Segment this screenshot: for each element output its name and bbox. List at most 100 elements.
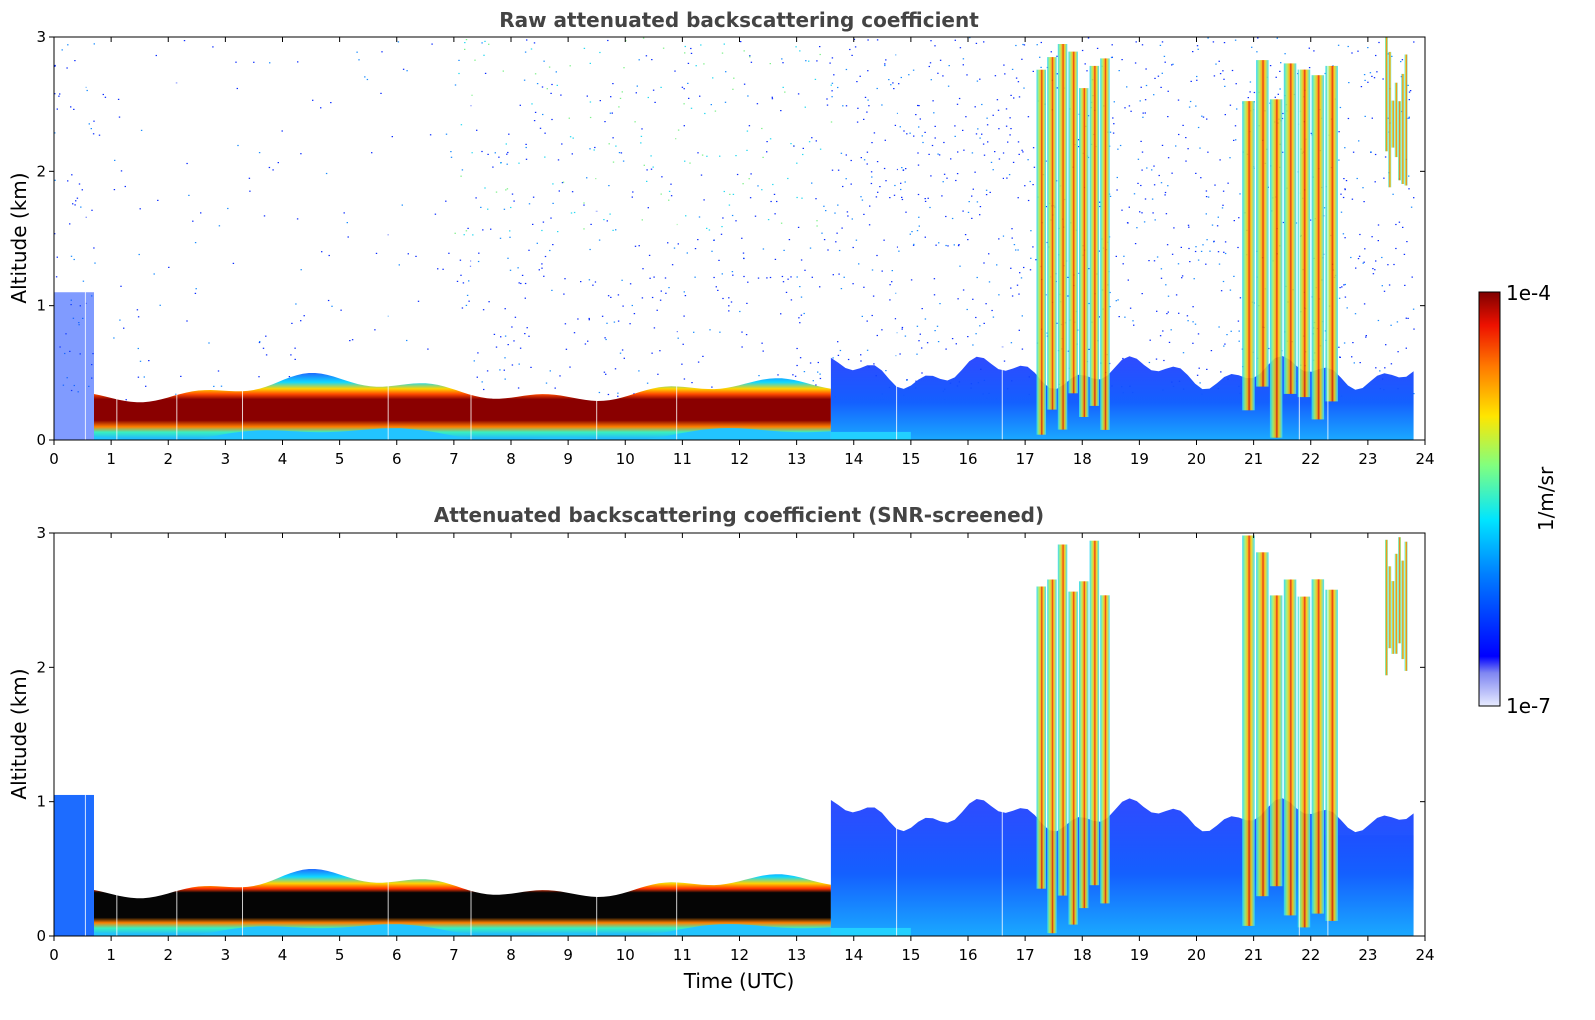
noise-dot: [543, 60, 545, 62]
x-tick-label: 17: [1016, 450, 1035, 468]
noise-dot: [1021, 58, 1023, 60]
noise-dot: [653, 276, 655, 278]
x-tick-label: 18: [1073, 946, 1092, 964]
noise-dot: [1164, 194, 1166, 196]
noise-dot: [524, 333, 526, 335]
noise-dot: [506, 188, 509, 190]
noise-dot: [906, 379, 908, 381]
noise-dot: [55, 276, 58, 278]
x-tick-label: 14: [844, 946, 863, 964]
noise-dot: [871, 269, 874, 271]
noise-dot: [819, 373, 821, 375]
noise-dot: [175, 393, 177, 395]
noise-dot: [402, 68, 405, 70]
noise-dot: [277, 162, 279, 164]
noise-dot: [598, 239, 601, 241]
noise-dot: [588, 279, 591, 281]
noise-dot: [1133, 193, 1136, 195]
noise-dot: [1413, 328, 1415, 330]
noise-dot: [194, 292, 197, 294]
cloud-streak: [1036, 586, 1046, 889]
noise-dot: [346, 222, 348, 224]
noise-dot: [915, 380, 917, 382]
panel-raw: Raw attenuated backscattering coefficien…: [7, 8, 1435, 468]
noise-dot: [1003, 360, 1006, 362]
noise-dot: [562, 181, 565, 183]
noise-dot: [1227, 182, 1229, 184]
noise-dot: [1221, 207, 1224, 209]
noise-dot: [945, 244, 947, 247]
noise-dot: [1116, 176, 1118, 179]
noise-dot: [975, 316, 977, 319]
noise-dot: [873, 363, 875, 365]
noise-dot: [799, 322, 801, 324]
noise-dot: [918, 126, 920, 128]
noise-dot: [1354, 313, 1357, 315]
noise-dot: [483, 54, 485, 56]
noise-dot: [703, 199, 705, 201]
x-tick-label: 20: [1187, 946, 1206, 964]
noise-dot: [1371, 236, 1373, 238]
noise-dot: [1021, 348, 1024, 350]
noise-dot: [691, 382, 693, 384]
noise-dot: [1375, 54, 1377, 57]
noise-dot: [531, 103, 533, 105]
noise-dot: [59, 93, 61, 95]
noise-dot: [816, 225, 818, 227]
noise-dot: [461, 169, 464, 171]
noise-dot: [136, 309, 139, 311]
noise-dot: [740, 41, 742, 43]
noise-dot: [967, 239, 969, 241]
noise-dot: [445, 133, 448, 135]
noise-dot: [213, 385, 215, 387]
noise-dot: [641, 128, 643, 130]
noise-dot: [1378, 41, 1380, 44]
noise-dot: [1365, 335, 1367, 337]
noise-dot: [892, 82, 894, 84]
noise-dot: [958, 244, 960, 246]
noise-dot: [1154, 219, 1156, 221]
noise-dot: [1196, 45, 1199, 47]
noise-dot: [1207, 151, 1209, 153]
noise-dot: [915, 114, 917, 116]
noise-dot: [847, 358, 850, 361]
noise-dot: [921, 308, 923, 310]
noise-dot: [1122, 263, 1124, 265]
noise-dot: [819, 377, 822, 380]
noise-dot: [1130, 110, 1132, 112]
noise-dot: [1117, 148, 1119, 150]
noise-dot: [586, 177, 588, 179]
noise-dot: [1342, 196, 1345, 199]
noise-dot: [1023, 266, 1025, 269]
noise-dot: [921, 135, 923, 137]
noise-dot: [902, 169, 905, 171]
noise-dot: [220, 385, 223, 387]
noise-dot: [718, 259, 720, 261]
noise-dot: [918, 340, 920, 342]
noise-dot: [481, 42, 483, 44]
noise-dot: [958, 97, 961, 100]
noise-dot: [484, 40, 486, 42]
noise-dot: [621, 349, 624, 351]
noise-dot: [86, 89, 88, 92]
noise-dot: [1222, 190, 1225, 192]
noise-dot: [618, 152, 621, 154]
cloud-streak: [1311, 75, 1325, 420]
noise-dot: [69, 223, 71, 225]
noise-dot: [380, 92, 382, 94]
noise-dot: [594, 146, 596, 149]
noise-dot: [1217, 251, 1220, 253]
noise-dot: [450, 151, 452, 153]
noise-dot: [476, 376, 478, 378]
noise-dot: [1188, 247, 1190, 250]
noise-dot: [374, 329, 376, 331]
noise-dot: [690, 107, 693, 109]
noise-dot: [117, 98, 120, 100]
noise-dot: [732, 193, 735, 195]
noise-dot: [1402, 226, 1404, 228]
noise-dot: [849, 48, 851, 51]
noise-dot: [375, 252, 378, 254]
noise-dot: [938, 242, 940, 244]
noise-dot: [1238, 340, 1240, 342]
noise-dot: [506, 153, 508, 155]
